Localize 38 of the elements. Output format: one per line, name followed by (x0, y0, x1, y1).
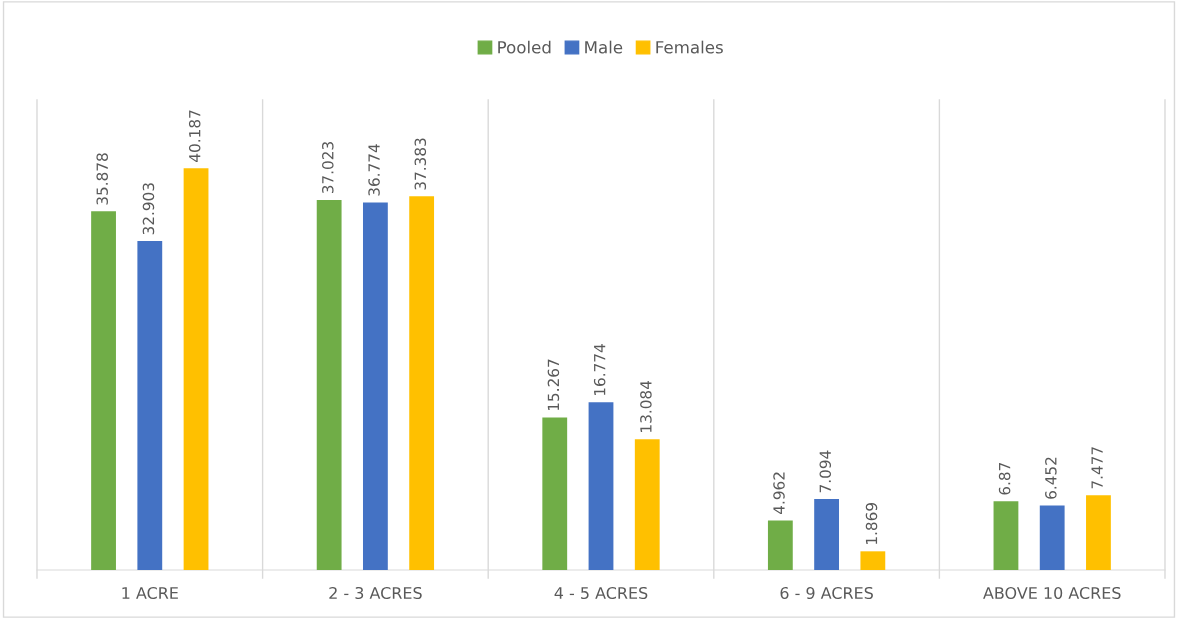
bar (814, 499, 840, 570)
legend-label: Females (656, 40, 723, 54)
bar (316, 199, 342, 570)
data-label: 6.452 (1045, 457, 1057, 499)
data-label: 35.878 (96, 153, 108, 205)
bar (588, 402, 614, 570)
bar (542, 417, 568, 570)
x-tick-label: 1 ACRE (122, 586, 178, 600)
data-label: 7.477 (1091, 447, 1103, 489)
legend-label: Male (585, 40, 623, 54)
bar (409, 196, 435, 570)
x-tick-label: ABOVE 10 ACRES (983, 586, 1121, 600)
data-label: 13.084 (640, 380, 652, 432)
x-tick-label: 4 - 5 ACRES (554, 586, 648, 600)
data-label: 6.87 (998, 462, 1011, 495)
x-tick-label: 6 - 9 ACRES (780, 586, 873, 600)
bar (767, 520, 793, 570)
bar (860, 551, 886, 570)
bar (1039, 505, 1065, 570)
data-label: 37.383 (414, 138, 427, 190)
data-label: 37.023 (322, 142, 334, 194)
data-label: 32.903 (142, 183, 155, 235)
bar (362, 202, 388, 570)
bar (1086, 495, 1111, 570)
data-label: 15.267 (547, 359, 560, 411)
data-label: 4.962 (773, 472, 785, 515)
legend-label: Pooled (498, 40, 551, 54)
bar (91, 211, 116, 570)
data-label: 36.774 (368, 144, 380, 196)
bar (183, 168, 209, 570)
data-label: 7.094 (819, 450, 832, 493)
data-label: 40.187 (188, 110, 201, 162)
x-tick-label: 2 - 3 ACRES (329, 586, 422, 600)
data-label: 1.869 (865, 503, 878, 544)
bar (993, 501, 1019, 570)
bar (634, 439, 660, 570)
data-label: 16.774 (593, 344, 606, 396)
bar (137, 241, 163, 570)
